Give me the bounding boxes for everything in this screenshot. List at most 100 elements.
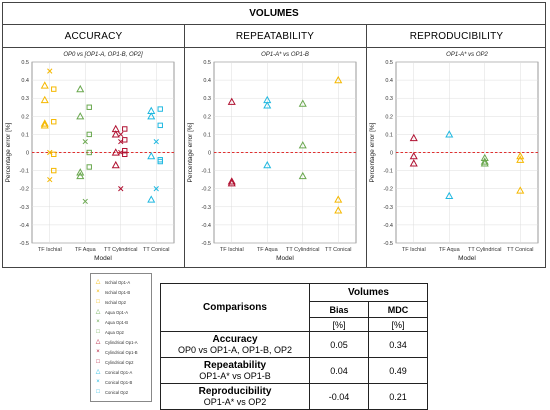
- legend: △ Ischial Op1-A × Ischial Op1-B □ Ischial Op2…: [90, 273, 152, 402]
- data-point: [334, 206, 343, 214]
- data-point: [47, 176, 53, 183]
- volumes-header: Volumes: [309, 283, 428, 302]
- y-tick-label: 0: [26, 151, 29, 157]
- data-point: [51, 119, 57, 125]
- triangle-marker-icon: △: [95, 309, 101, 315]
- y-tick-label: -0.3: [384, 205, 393, 211]
- x-marker-icon: ×: [96, 379, 100, 385]
- y-tick-label: 0.2: [21, 114, 29, 120]
- mdc-unit: [%]: [368, 317, 428, 332]
- data-point: [516, 155, 525, 163]
- data-point: [445, 191, 454, 200]
- x-marker-icon: ×: [96, 349, 100, 355]
- data-point: [76, 171, 85, 180]
- legend-label: Ischial Op1-B: [105, 289, 131, 295]
- legend-label: Aqua Op1-B: [105, 319, 129, 325]
- y-tick-label: 0.2: [385, 114, 393, 120]
- y-tick-label: -0.4: [202, 223, 211, 229]
- data-point: [157, 122, 163, 129]
- legend-label: Cylindrical Op1-B: [105, 349, 138, 355]
- section-title-accuracy: ACCURACY: [64, 31, 123, 42]
- data-point: [122, 126, 128, 132]
- data-point: [86, 164, 92, 170]
- legend-label: Conical Op1-B: [105, 379, 133, 385]
- legend-label: Aqua Op2: [105, 329, 124, 335]
- data-point: [122, 151, 128, 158]
- data-point: [118, 186, 124, 192]
- y-tick-label: 0.1: [203, 132, 211, 138]
- data-point: [516, 151, 525, 160]
- legend-item: × Ischial Op1-B: [91, 288, 130, 296]
- legend-item: × Conical Op1-B: [91, 378, 132, 386]
- legend-label: Conical Op1-A: [105, 369, 133, 375]
- legend-label: Ischial Op2: [105, 299, 126, 305]
- row-mdc: 0.49: [368, 357, 428, 384]
- square-marker-icon: □: [96, 389, 100, 395]
- legend-item: □ Conical Op2: [91, 388, 128, 396]
- legend-label: Cylindrical Op1-A: [105, 339, 138, 345]
- y-tick-label: 0.4: [21, 78, 29, 84]
- legend-item: □ Cylindrical Op2: [91, 358, 133, 366]
- data-point: [227, 97, 236, 105]
- chart-title: OP1-A* vs OP1-B: [261, 52, 309, 58]
- y-tick-label: 0.5: [385, 60, 393, 66]
- y-tick-label: 0.4: [203, 78, 211, 84]
- legend-item: × Cylindrical Op1-B: [91, 348, 138, 356]
- y-tick-label: 0.2: [203, 114, 211, 120]
- figure-frame: VOLUMES ACCURACY REPEATABILITY REPRODUCI…: [2, 2, 546, 268]
- y-tick-label: -0.5: [384, 241, 393, 247]
- data-point: [76, 112, 85, 120]
- x-tick-label: TT Conical: [143, 247, 170, 253]
- data-point: [445, 130, 454, 138]
- data-point: [480, 159, 489, 167]
- data-point: [82, 198, 88, 205]
- row-detail: OP0 vs OP1-A, OP1-B, OP2: [177, 345, 293, 355]
- x-tick-label: TF Ischial: [402, 247, 426, 253]
- y-tick-label: -0.5: [20, 241, 29, 247]
- x-tick-label: TF Aqua: [75, 247, 97, 253]
- y-tick-label: -0.1: [20, 169, 29, 175]
- y-axis-label: Percentage error [%]: [369, 122, 376, 182]
- x-tick-label: TT Conical: [507, 247, 534, 253]
- data-point: [298, 99, 307, 107]
- data-point: [82, 138, 88, 145]
- accuracy-chart: OP0 vs [OP1-A, OP1-B, OP2] 0.5 0.4 0.3 0.2 0.…: [5, 52, 175, 262]
- legend-label: Aqua Op1-A: [105, 309, 129, 315]
- y-tick-label: 0: [390, 151, 393, 157]
- table-row: Accuracy OP0 vs OP1-A, OP1-B, OP2 0.05 0.…: [160, 331, 428, 358]
- data-point: [76, 168, 85, 176]
- chart-title: OP1-A* vs OP2: [446, 52, 488, 58]
- row-name: Reproducibility: [198, 386, 272, 397]
- y-tick-label: 0.3: [203, 96, 211, 102]
- x-marker-icon: ×: [96, 289, 100, 295]
- legend-item: □ Aqua Op2: [91, 328, 124, 336]
- x-tick-label: TT Cylindrical: [468, 247, 502, 253]
- x-tick-label: TF Ischial: [38, 247, 62, 253]
- data-point: [86, 104, 92, 110]
- triangle-marker-icon: △: [95, 369, 101, 375]
- section-title-repeatability: REPEATABILITY: [235, 31, 315, 42]
- data-point: [263, 160, 272, 169]
- x-axis-label: Model: [94, 255, 112, 262]
- triangle-marker-icon: △: [95, 279, 101, 285]
- square-marker-icon: □: [96, 329, 100, 335]
- section-divider-1: [184, 24, 185, 267]
- row-mdc: 0.21: [368, 383, 428, 410]
- legend-item: △ Ischial Op1-A: [91, 278, 130, 286]
- data-point: [263, 101, 272, 109]
- square-marker-icon: □: [96, 299, 100, 305]
- data-point: [147, 151, 156, 160]
- reproducibility-chart: OP1-A* vs OP2 0.5 0.4 0.3 0.2 0.1 0 -0.1 -0.2 -0.…: [369, 52, 539, 262]
- row-detail: OP1-A* vs OP1-B: [199, 371, 271, 381]
- legend-label: Conical Op2: [105, 389, 129, 395]
- x-tick-label: TT Cylindrical: [286, 247, 320, 253]
- data-point: [86, 131, 92, 138]
- x-axis-label: Model: [276, 255, 294, 262]
- comparisons-header: Comparisons: [160, 283, 310, 332]
- y-tick-label: -0.1: [202, 169, 211, 175]
- data-point: [298, 141, 307, 149]
- y-tick-label: -0.2: [384, 187, 393, 193]
- y-tick-label: 0.5: [203, 60, 211, 66]
- x-marker-icon: ×: [96, 319, 100, 325]
- section-title-divider: [3, 47, 545, 48]
